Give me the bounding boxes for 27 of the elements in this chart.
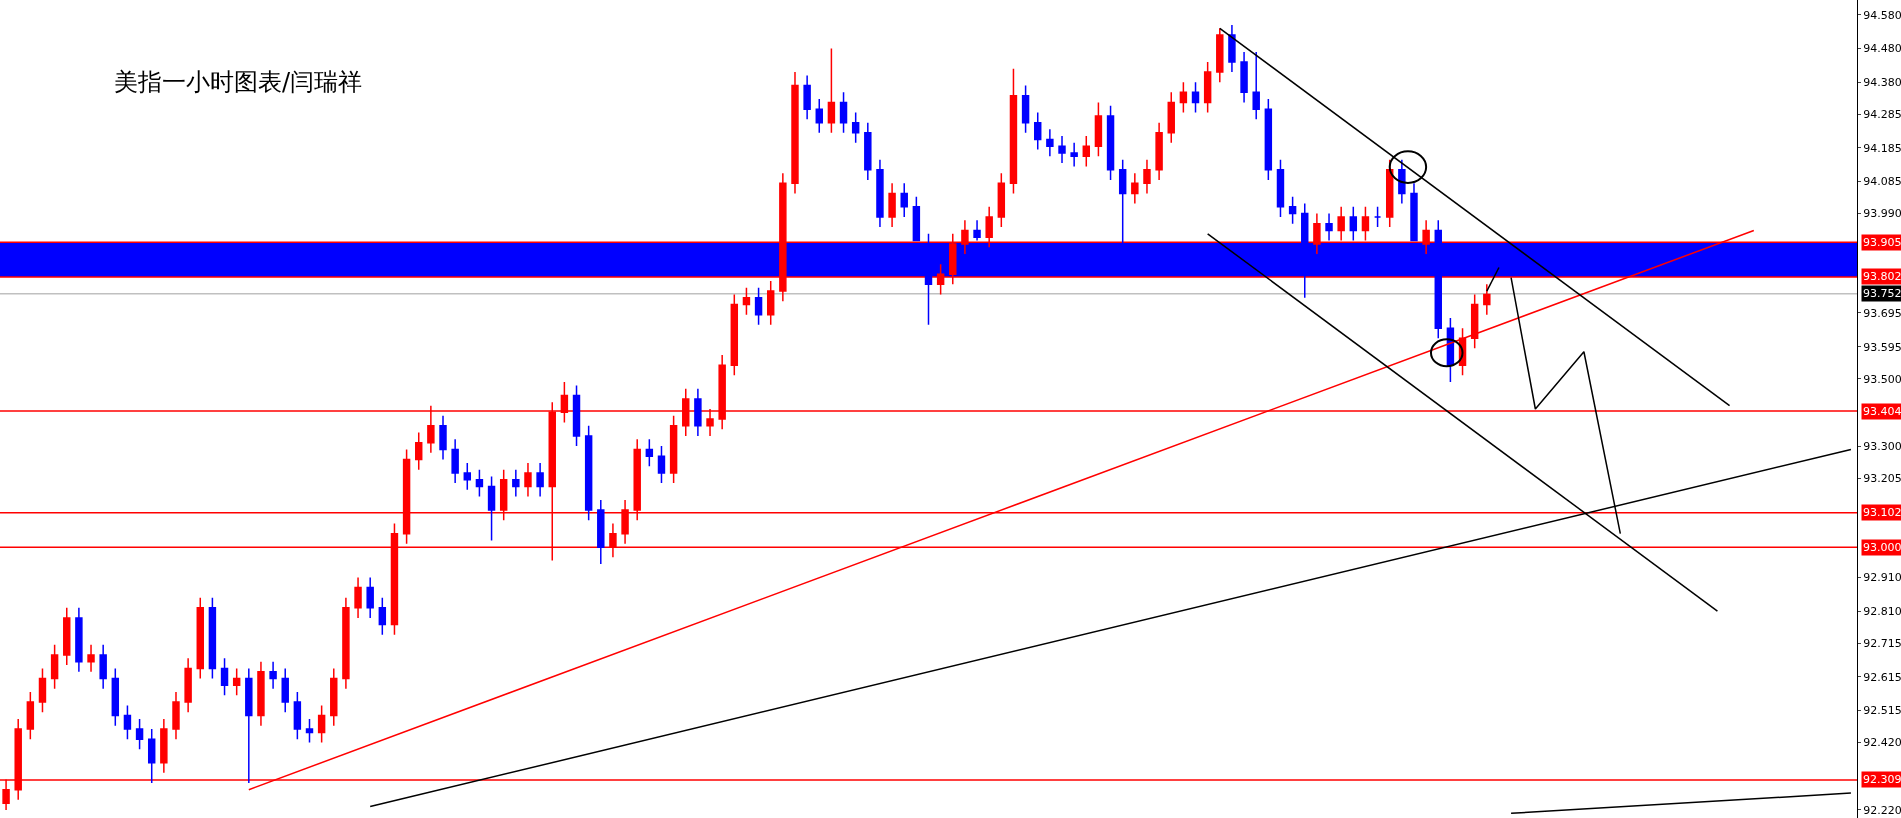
y-tick-label: 93.500 — [1863, 372, 1901, 386]
y-tick-label: 93.205 — [1863, 471, 1901, 485]
ref-line-label: 93.102 — [1863, 506, 1901, 519]
y-tick-label: 93.595 — [1863, 340, 1901, 354]
y-tick-label: 92.715 — [1863, 637, 1901, 650]
ref-line-label: 93.905 — [1863, 236, 1901, 249]
y-tick-label: 92.420 — [1863, 736, 1901, 750]
y-tick-label: 94.580 — [1863, 8, 1901, 22]
y-tick-label: 94.185 — [1863, 141, 1901, 155]
ref-line-label: 92.309 — [1863, 773, 1901, 786]
ref-line-label: 93.000 — [1863, 541, 1901, 554]
y-tick-label: 93.990 — [1863, 207, 1901, 221]
y-tick-label: 92.515 — [1863, 704, 1901, 718]
y-tick-label: 92.910 — [1863, 571, 1901, 585]
y-tick-label: 94.085 — [1863, 175, 1901, 189]
text: 美指一小时图表/闫瑞祥 — [114, 68, 363, 97]
y-tick-label: 94.380 — [1863, 76, 1901, 90]
y-tick-label: 93.695 — [1863, 306, 1901, 320]
ref-line-label: 93.752 — [1863, 287, 1901, 300]
y-tick-label: 92.220 — [1863, 803, 1901, 817]
y-tick-label: 93.300 — [1863, 439, 1901, 453]
y-tick-label: 92.810 — [1863, 604, 1901, 618]
y-tick-label: 94.285 — [1863, 108, 1901, 122]
y-tick-label: 94.480 — [1863, 42, 1901, 56]
ref-line-label: 93.404 — [1863, 405, 1901, 418]
ref-line-label: 93.802 — [1863, 270, 1901, 283]
y-tick-label: 92.615 — [1863, 670, 1901, 684]
